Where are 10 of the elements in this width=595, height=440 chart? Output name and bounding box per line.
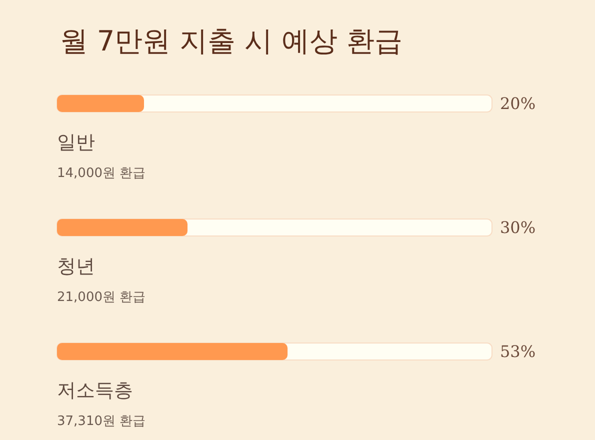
y-tick-label: 일반 xyxy=(57,132,95,154)
data-label: 53% xyxy=(500,342,536,361)
y-tick-label: 청년 xyxy=(57,256,95,278)
annotation: 21,000원 환급 xyxy=(57,290,146,305)
annotation: 14,000원 환급 xyxy=(57,166,146,181)
y-tick-label: 저소득층 xyxy=(57,380,133,402)
data-label: 20% xyxy=(500,94,536,113)
data-label: 30% xyxy=(500,218,536,237)
chart-title: 월 7만원 지출 시 예상 환급 xyxy=(60,24,402,58)
annotation: 37,310원 환급 xyxy=(57,414,146,429)
